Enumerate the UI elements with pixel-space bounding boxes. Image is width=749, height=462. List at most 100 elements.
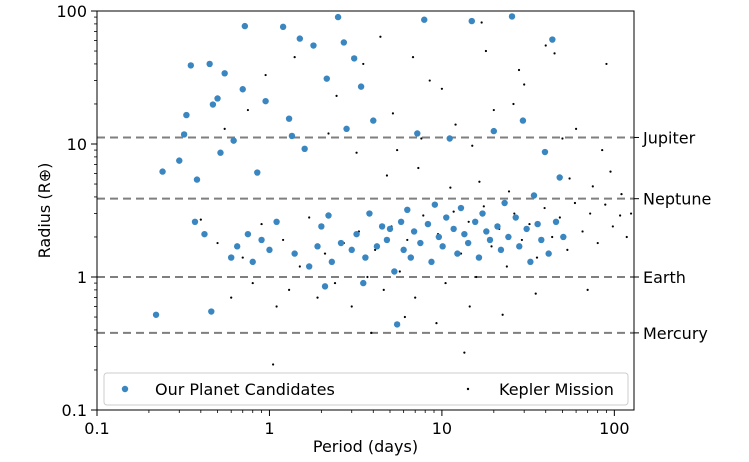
planet-candidates-series — [152, 13, 567, 328]
candidate-point — [450, 225, 457, 233]
kepler-point — [223, 127, 226, 130]
kepler-point — [619, 214, 622, 217]
candidate-point — [393, 321, 401, 328]
kepler-point — [275, 305, 278, 308]
candidate-point — [191, 218, 199, 226]
x-axis: 0.1 1 10 100 — [84, 410, 630, 438]
candidate-point — [527, 258, 534, 266]
candidate-point — [176, 157, 183, 164]
candidate-point — [490, 127, 498, 135]
kepler-point — [573, 201, 577, 205]
candidate-point — [370, 117, 377, 124]
candidate-point — [305, 263, 313, 270]
candidate-point — [378, 223, 386, 230]
kepler-point — [251, 281, 254, 285]
kepler-point — [544, 44, 547, 47]
candidate-point — [310, 42, 317, 49]
candidate-point — [552, 218, 560, 226]
candidate-point — [296, 35, 304, 42]
kepler-point — [490, 245, 493, 248]
candidate-point — [534, 220, 541, 228]
kepler-point — [501, 313, 504, 316]
candidate-point — [217, 149, 224, 156]
kepler-point — [492, 108, 495, 112]
kepler-point — [551, 235, 554, 239]
reference-label-mercury: Mercury — [643, 324, 708, 343]
kepler-point — [264, 73, 267, 77]
kepler-point — [586, 288, 589, 291]
candidate-point — [183, 111, 190, 119]
kepler-point — [362, 62, 365, 66]
kepler-point — [440, 87, 444, 90]
candidate-point — [373, 243, 381, 250]
kepler-mission-series — [199, 21, 633, 366]
candidate-point — [538, 236, 545, 244]
kepler-point — [505, 265, 508, 268]
kepler-point — [444, 281, 447, 285]
kepler-point — [454, 123, 457, 126]
candidate-point — [206, 60, 213, 68]
candidate-point — [428, 258, 435, 266]
kepler-point — [374, 248, 377, 251]
candidate-point — [439, 243, 446, 250]
candidate-point — [435, 233, 443, 241]
candidate-point — [475, 254, 483, 261]
candidate-point — [404, 206, 411, 214]
candidate-point — [505, 233, 512, 241]
kepler-point — [471, 144, 474, 147]
candidate-point — [400, 246, 407, 254]
kepler-point — [287, 288, 291, 291]
candidate-point — [254, 169, 261, 176]
candidate-point — [266, 246, 273, 254]
x-tick-label: 1 — [264, 419, 274, 438]
kepler-point — [543, 206, 546, 210]
candidate-point — [201, 230, 208, 238]
candidate-point — [417, 239, 424, 247]
kepler-point — [411, 56, 415, 59]
candidate-point — [244, 230, 252, 238]
y-tick-label: 100 — [56, 2, 87, 21]
candidate-point — [383, 236, 391, 244]
candidate-point — [556, 174, 563, 181]
candidate-point — [209, 101, 217, 108]
kepler-point — [333, 281, 337, 285]
candidate-point — [454, 250, 461, 257]
kepler-point — [449, 186, 452, 189]
kepler-point — [350, 305, 353, 308]
candidate-point — [472, 218, 479, 226]
candidate-point — [516, 243, 523, 250]
reference-labels: Jupiter Neptune Earth Mercury — [634, 128, 711, 343]
x-tick-label: 10 — [432, 419, 452, 438]
kepler-point — [298, 265, 301, 268]
kepler-point — [568, 177, 571, 180]
kepler-point — [534, 292, 537, 295]
candidate-point — [410, 228, 418, 235]
kepler-point — [420, 137, 423, 140]
kepler-point — [293, 56, 296, 59]
kepler-point — [553, 52, 556, 55]
kepler-point — [216, 241, 219, 245]
candidate-point — [391, 268, 398, 275]
kepler-point — [611, 225, 614, 228]
reference-label-earth: Earth — [643, 268, 686, 287]
kepler-point — [468, 305, 471, 308]
kepler-point — [528, 222, 531, 226]
candidate-point — [497, 246, 505, 254]
x-axis-label: Period (days) — [313, 437, 418, 456]
kepler-point — [422, 214, 425, 217]
candidate-point — [279, 23, 287, 31]
candidate-point — [424, 220, 432, 228]
kepler-point — [475, 275, 478, 279]
candidate-point — [519, 117, 527, 124]
kepler-point — [629, 212, 633, 215]
kepler-point — [523, 83, 526, 86]
plot-frame — [96, 10, 635, 411]
kepler-point — [467, 220, 470, 223]
kepler-point — [601, 148, 604, 152]
candidate-point — [560, 233, 567, 241]
kepler-point — [589, 212, 592, 215]
candidate-point — [431, 201, 439, 208]
legend-kepler-marker — [466, 387, 470, 391]
candidate-point — [221, 70, 228, 77]
kepler-point — [335, 94, 338, 97]
